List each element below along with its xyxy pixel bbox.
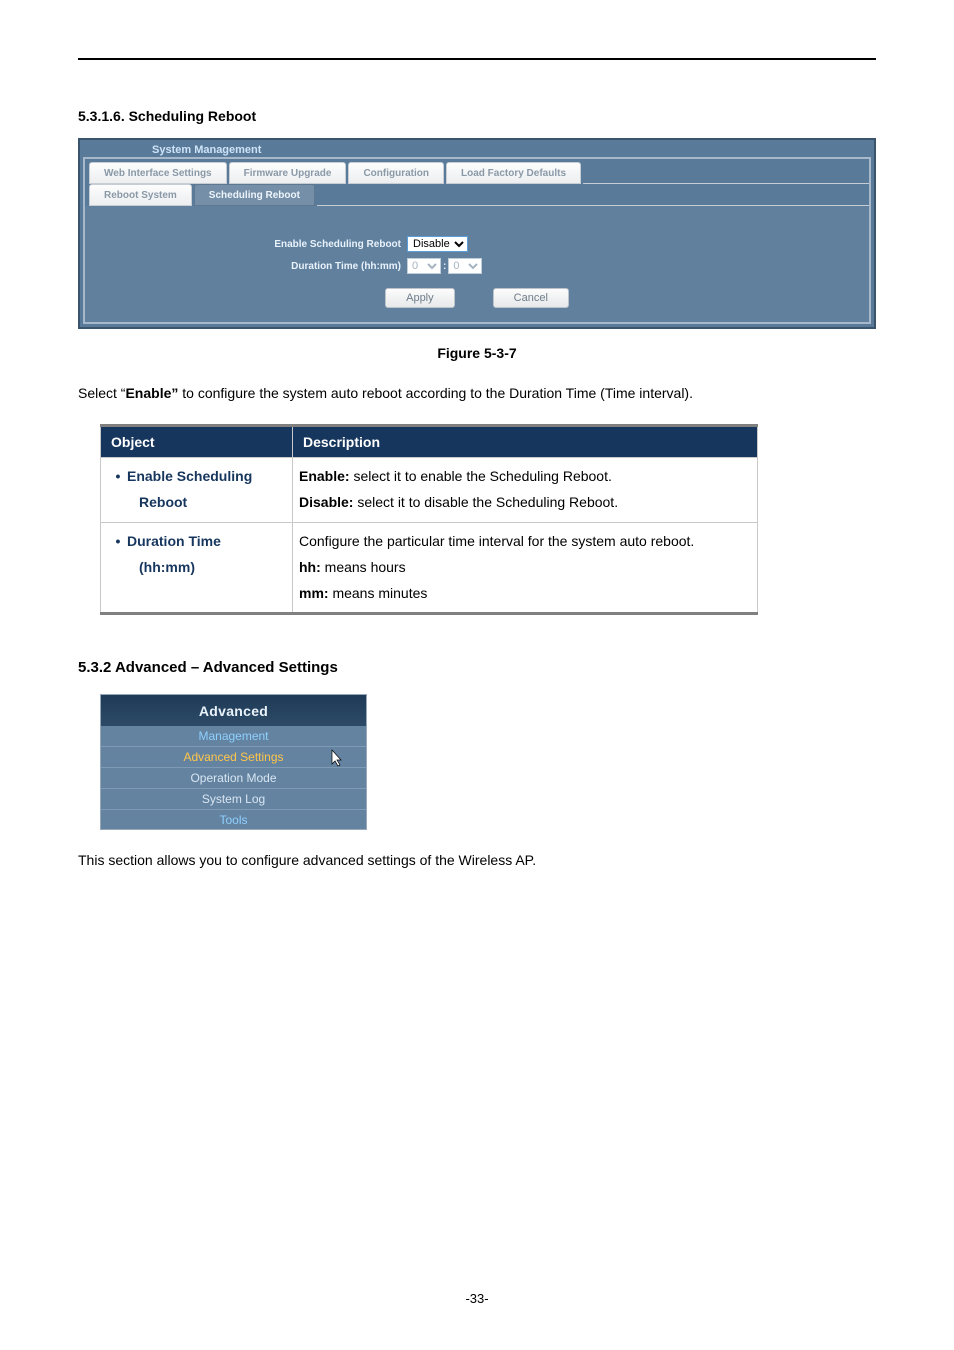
menu-item-tools[interactable]: Tools (101, 810, 366, 829)
para-advanced-description: This section allows you to configure adv… (78, 850, 876, 871)
menu-item-system-log[interactable]: System Log (101, 789, 366, 810)
colon-separator: : (441, 261, 448, 272)
cancel-button[interactable]: Cancel (493, 288, 569, 308)
heading-532: 5.3.2 Advanced – Advanced Settings (78, 659, 876, 676)
enable-scheduling-label: Enable Scheduling Reboot (85, 239, 407, 250)
cursor-icon (326, 748, 346, 768)
advanced-menu: Advanced Management Advanced Settings Op… (100, 694, 367, 830)
col-header-description: Description (293, 426, 758, 458)
menu-item-management[interactable]: Management (101, 726, 366, 747)
tab-scheduling-reboot[interactable]: Scheduling Reboot (194, 184, 315, 206)
enable-scheduling-select[interactable]: Disable (407, 236, 468, 252)
figure-caption: Figure 5-3-7 (78, 345, 876, 361)
tab-reboot-system[interactable]: Reboot System (89, 184, 192, 206)
tab-web-interface-settings[interactable]: Web Interface Settings (89, 162, 227, 184)
panel-title: System Management (152, 144, 261, 156)
duration-hh-select[interactable]: 0 (407, 258, 441, 274)
tabs-row-1: Web Interface Settings Firmware Upgrade … (85, 162, 869, 184)
table-row: •Enable Scheduling Reboot Enable: select… (101, 458, 758, 523)
col-header-object: Object (101, 426, 293, 458)
system-management-panel: System Management Web Interface Settings… (78, 138, 876, 329)
page-number: -33- (0, 1291, 954, 1306)
menu-item-advanced-settings[interactable]: Advanced Settings (101, 747, 366, 768)
tab-firmware-upgrade[interactable]: Firmware Upgrade (229, 162, 347, 184)
object-description-table: Object Description •Enable Scheduling Re… (100, 424, 758, 615)
tabs-row-2: Reboot System Scheduling Reboot (85, 184, 869, 206)
duration-mm-select[interactable]: 0 (448, 258, 482, 274)
advanced-menu-header: Advanced (101, 695, 366, 726)
tab-load-factory-defaults[interactable]: Load Factory Defaults (446, 162, 581, 184)
apply-button[interactable]: Apply (385, 288, 455, 308)
heading-5316: 5.3.1.6. Scheduling Reboot (78, 108, 876, 124)
menu-item-operation-mode[interactable]: Operation Mode (101, 768, 366, 789)
duration-time-label: Duration Time (hh:mm) (85, 261, 407, 272)
para-select-enable: Select “Enable” to configure the system … (78, 383, 876, 404)
table-row: •Duration Time (hh:mm) Configure the par… (101, 522, 758, 614)
tab-configuration[interactable]: Configuration (348, 162, 444, 184)
